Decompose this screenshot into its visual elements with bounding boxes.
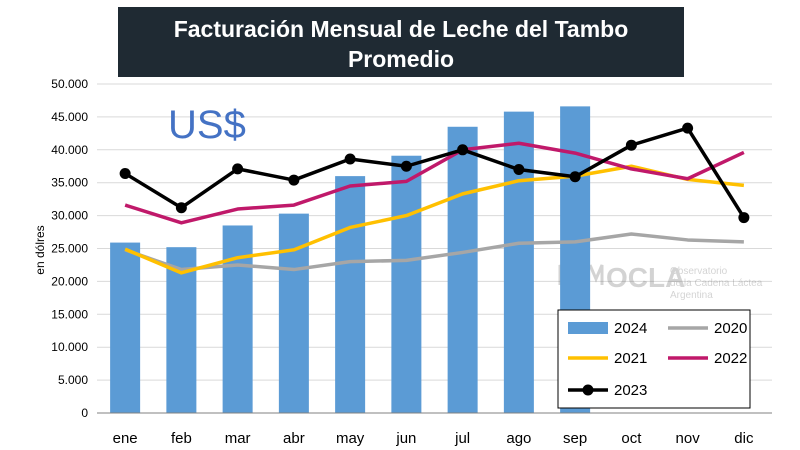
chart-subtitle: - sin IVA y en US$ - [323,77,479,97]
ocla-org-line1: Observatorio [670,266,728,277]
y-tick-label: 20.000 [51,274,88,288]
legend-label-2020: 2020 [714,320,747,337]
point-2023 [682,122,694,134]
chart-title-box: Facturación Mensual de Leche del Tambo P… [118,7,684,97]
x-tick-label: jul [454,430,470,447]
legend-label-2021: 2021 [614,350,647,367]
y-axis-label: en dólres [33,225,47,274]
bar [335,176,366,413]
y-tick-label: 30.000 [51,209,88,223]
bars-2024 [110,106,591,414]
x-axis-ticks: ene feb mar abr may jun jul ago sep oct nov dic [113,430,754,447]
point-2023 [738,212,750,224]
y-tick-label: 45.000 [51,110,88,124]
legend-label-2023: 2023 [614,382,647,399]
bar [278,213,309,413]
line-2021 [124,164,745,275]
bar [222,225,253,413]
point-2023 [513,164,525,176]
x-tick-label: mar [225,430,251,447]
point-2023 [175,202,187,214]
bar [503,111,534,414]
x-tick-label: jun [395,430,416,447]
y-tick-label: 0 [81,406,88,420]
ocla-org-line3: Argentina [670,290,713,301]
point-2023 [457,144,469,156]
legend: 2024 2020 2021 2022 2023 [557,309,751,409]
point-2023 [119,167,131,179]
series-lines [119,122,750,275]
y-tick-label: 10.000 [51,340,88,354]
point-2023 [344,153,356,165]
x-tick-label: nov [676,430,701,447]
y-tick-label: 35.000 [51,176,88,190]
legend-entries: 2024 2020 2021 2022 2023 [568,320,747,399]
line-2020 [124,232,744,272]
y-tick-label: 5.000 [58,373,88,387]
point-2023 [232,163,244,175]
point-2023 [569,171,581,183]
point-2023 [625,139,637,151]
bar [391,155,422,414]
bar [447,126,478,414]
x-tick-label: ago [506,430,531,447]
legend-swatch-2024 [568,322,608,334]
x-tick-label: abr [283,430,305,447]
point-2023 [288,174,300,186]
line-2022 [124,141,745,225]
y-tick-label: 40.000 [51,143,88,157]
x-tick-label: dic [734,430,754,447]
legend-label-2024: 2024 [614,320,647,337]
chart-title: Facturación Mensual de Leche del Tambo P… [173,16,629,72]
x-tick-label: oct [621,430,642,447]
line-2023 [124,126,746,219]
ocla-org-line2: de la Cadena Láctea [670,278,763,289]
ocla-logo-text: OCLA [606,262,685,293]
x-tick-label: feb [171,430,192,447]
y-tick-label: 25.000 [51,242,88,256]
y-tick-label: 15.000 [51,307,88,321]
legend-marker-2023 [582,384,594,396]
x-tick-label: sep [563,430,587,447]
point-2023 [400,160,412,172]
legend-label-2022: 2022 [714,350,747,367]
x-tick-label: may [336,430,365,447]
bar [110,242,141,413]
bar [166,247,197,413]
y-axis-ticks: 0 5.000 10.000 15.000 20.000 25.000 30.000 35.0… [51,77,88,420]
y-tick-label: 50.000 [51,77,88,91]
currency-watermark: US$ [168,103,246,147]
x-tick-label: ene [113,430,138,447]
